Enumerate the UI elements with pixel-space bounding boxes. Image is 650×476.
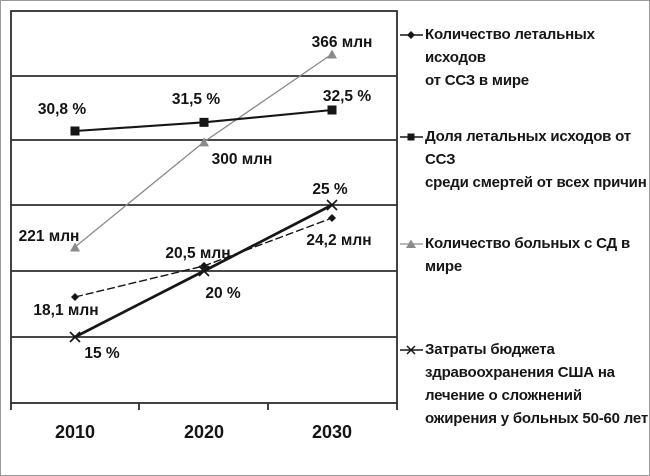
data-label: 18,1 млн bbox=[33, 302, 98, 319]
legend-label-line: лечение о сложнений bbox=[425, 387, 582, 404]
x-marker-icon bbox=[198, 265, 210, 277]
data-label: 221 млн bbox=[19, 228, 80, 245]
legend-item-diabetes: Количество больных с СД в мире bbox=[399, 232, 630, 278]
x-axis-label: 2020 bbox=[184, 422, 224, 442]
triangle-marker-icon bbox=[400, 239, 423, 248]
data-label: 30,8 % bbox=[38, 101, 86, 118]
plot-border bbox=[10, 10, 398, 404]
legend-label-line: здравоохранения США на bbox=[425, 364, 615, 381]
legend-item-us-budget: Затраты бюджета здравоохранения США на л… bbox=[399, 338, 648, 430]
x-marker-icon bbox=[326, 199, 338, 211]
triangle-marker-icon bbox=[70, 242, 80, 252]
data-label: 366 млн bbox=[312, 34, 373, 51]
data-label: 24,2 млн bbox=[306, 232, 371, 249]
legend-label-line: Затраты бюджета bbox=[425, 341, 555, 358]
data-label: 20,5 млн bbox=[165, 245, 230, 262]
legend-label-line: мире bbox=[425, 258, 463, 275]
legend-label-line: от ССЗ в мире bbox=[425, 72, 529, 89]
data-label: 25 % bbox=[312, 181, 348, 198]
data-label: 300 млн bbox=[212, 151, 273, 168]
diamond-marker-icon bbox=[400, 31, 423, 39]
x-marker-icon bbox=[400, 345, 423, 355]
triangle-marker-icon bbox=[327, 49, 337, 59]
legend-label-line: Доля летальных исходов от ССЗ bbox=[425, 128, 631, 168]
legend-label-line: Количество летальных исходов bbox=[425, 26, 595, 66]
data-label: 15 % bbox=[84, 345, 120, 362]
diamond-marker-icon bbox=[328, 214, 336, 222]
legend-label-line: среди смертей от всех причин bbox=[425, 174, 647, 191]
legend-item-cvd-share: Доля летальных исходов от ССЗ среди смер… bbox=[399, 125, 649, 194]
square-marker-icon bbox=[400, 133, 423, 141]
x-axis-label: 2030 bbox=[312, 422, 352, 442]
series-line-2 bbox=[74, 53, 333, 248]
square-marker-icon bbox=[70, 126, 80, 136]
diamond-marker-icon bbox=[71, 293, 79, 301]
triangle-marker-icon bbox=[199, 137, 209, 147]
legend-label-line: ожирения у больных 50-60 лет bbox=[425, 410, 648, 427]
data-label: 20 % bbox=[205, 285, 241, 302]
data-label: 32,5 % bbox=[323, 88, 371, 105]
legend-item-cvd-deaths: Количество летальных исходов от ССЗ в ми… bbox=[399, 23, 649, 92]
legend-label-line: Количество больных с СД в bbox=[425, 235, 630, 252]
square-marker-icon bbox=[327, 105, 337, 115]
x-marker-icon bbox=[69, 331, 81, 343]
legend: Количество летальных исходов от ССЗ в ми… bbox=[397, 1, 649, 475]
square-marker-icon bbox=[199, 117, 209, 127]
data-label: 31,5 % bbox=[172, 91, 220, 108]
x-axis-label: 2010 bbox=[55, 422, 95, 442]
